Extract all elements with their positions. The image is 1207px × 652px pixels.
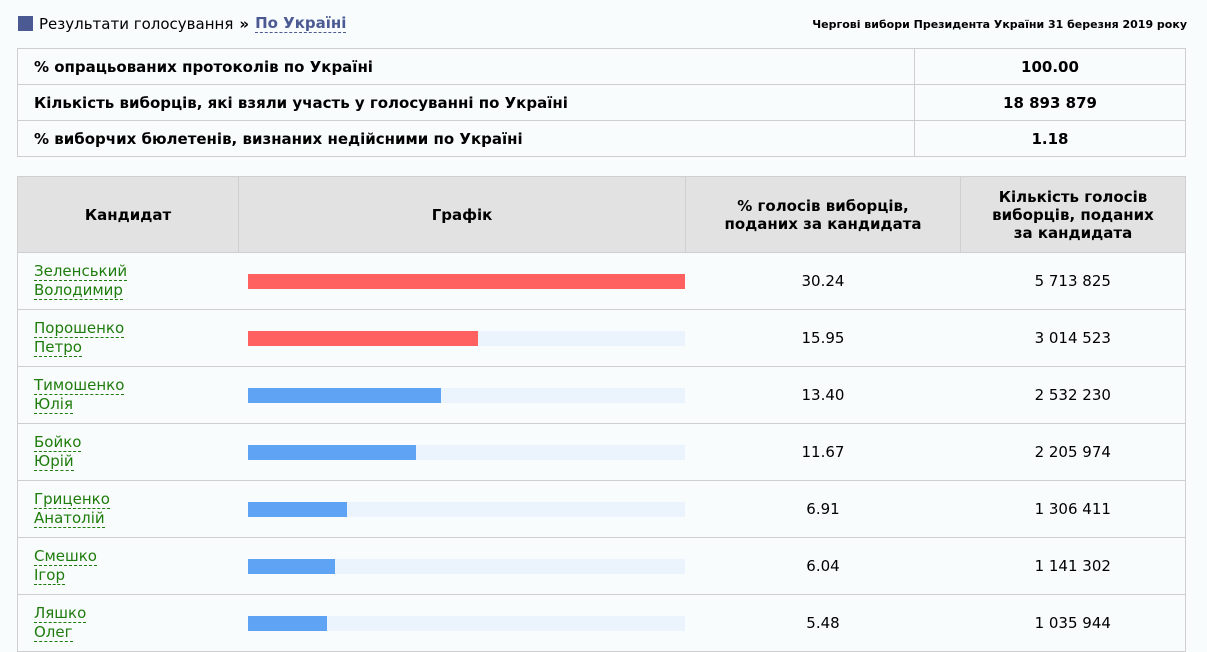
breadcrumb-root: Результати голосування — [39, 14, 234, 33]
candidate-first-name-link[interactable]: Петро — [34, 338, 82, 357]
bar-fill — [247, 558, 335, 574]
bar-fill — [247, 273, 685, 289]
summary-value: 100.00 — [914, 48, 1186, 85]
summary-label: % виборчих бюлетенів, визнаних недійсним… — [17, 120, 915, 157]
candidate-last-name-link[interactable]: Бойко — [34, 433, 82, 452]
bar-fill — [247, 330, 478, 346]
double-chevron-icon: » — [239, 14, 250, 33]
percent-cell: 30.24 — [685, 252, 961, 310]
bar-track — [247, 558, 685, 574]
candidate-cell: Гриценко Анатолій — [17, 480, 239, 538]
percent-cell: 5.48 — [685, 594, 961, 652]
summary-row: % виборчих бюлетенів, визнаних недійсним… — [17, 120, 1186, 157]
bar-track — [247, 387, 685, 403]
votes-cell: 3 014 523 — [960, 309, 1186, 367]
summary-label: Кількість виборців, які взяли участь у г… — [17, 84, 915, 121]
bar-track — [247, 273, 685, 289]
candidate-first-name-link[interactable]: Володимир — [34, 281, 123, 300]
chart-cell — [238, 252, 686, 310]
table-row: Порошенко Петро 15.95 3 014 523 — [17, 309, 1186, 367]
summary-row: Кількість виборців, які взяли участь у г… — [17, 84, 1186, 121]
bar-track — [247, 330, 685, 346]
votes-cell: 1 306 411 — [960, 480, 1186, 538]
chart-cell — [238, 309, 686, 367]
candidate-first-name-link[interactable]: Олег — [34, 623, 73, 642]
bar-track — [247, 444, 685, 460]
summary-row: % опрацьованих протоколів по Україні 100.… — [17, 48, 1186, 85]
votes-cell: 2 205 974 — [960, 423, 1186, 481]
candidate-cell: Смешко Ігор — [17, 537, 239, 595]
bar-fill — [247, 444, 417, 460]
breadcrumb-current-link[interactable]: По Україні — [255, 14, 347, 33]
chart-cell — [238, 480, 686, 538]
candidate-cell: Порошенко Петро — [17, 309, 239, 367]
votes-cell: 2 532 230 — [960, 366, 1186, 424]
votes-cell: 1 035 944 — [960, 594, 1186, 652]
results-table: Кандидат Графік % голосів виборців, пода… — [17, 176, 1186, 652]
votes-cell: 5 713 825 — [960, 252, 1186, 310]
candidate-last-name-link[interactable]: Ляшко — [34, 604, 87, 623]
election-title: Чергові вибори Президента України 31 бер… — [812, 18, 1187, 31]
header-votes: Кількість голосів виборців, поданих за к… — [960, 176, 1186, 253]
table-row: Зеленський Володимир 30.24 5 713 825 — [17, 252, 1186, 310]
percent-cell: 6.91 — [685, 480, 961, 538]
summary-value: 18 893 879 — [914, 84, 1186, 121]
candidate-first-name-link[interactable]: Ігор — [34, 566, 66, 585]
bar-fill — [247, 387, 442, 403]
bar-fill — [247, 501, 348, 517]
candidate-last-name-link[interactable]: Гриценко — [34, 490, 110, 509]
chart-cell — [238, 366, 686, 424]
bar-track — [247, 615, 685, 631]
chart-cell — [238, 594, 686, 652]
candidate-cell: Ляшко Олег — [17, 594, 239, 652]
candidate-last-name-link[interactable]: Смешко — [34, 547, 97, 566]
candidate-cell: Тимошенко Юлія — [17, 366, 239, 424]
candidate-last-name-link[interactable]: Зеленський — [34, 262, 128, 281]
table-row: Смешко Ігор 6.04 1 141 302 — [17, 537, 1186, 595]
summary-label: % опрацьованих протоколів по Україні — [17, 48, 915, 85]
candidate-cell: Зеленський Володимир — [17, 252, 239, 310]
table-row: Тимошенко Юлія 13.40 2 532 230 — [17, 366, 1186, 424]
bar-track — [247, 501, 685, 517]
table-row: Гриценко Анатолій 6.91 1 306 411 — [17, 480, 1186, 538]
candidate-last-name-link[interactable]: Порошенко — [34, 319, 125, 338]
breadcrumb: Результати голосування » По Україні — [18, 14, 347, 33]
percent-cell: 13.40 — [685, 366, 961, 424]
header-percent: % голосів виборців, поданих за кандидата — [685, 176, 961, 253]
summary-table: % опрацьованих протоколів по Україні 100.… — [17, 48, 1186, 157]
chart-cell — [238, 537, 686, 595]
percent-cell: 15.95 — [685, 309, 961, 367]
bar-fill — [247, 615, 327, 631]
summary-value: 1.18 — [914, 120, 1186, 157]
candidate-first-name-link[interactable]: Юлія — [34, 395, 73, 414]
table-row: Ляшко Олег 5.48 1 035 944 — [17, 594, 1186, 652]
candidate-first-name-link[interactable]: Анатолій — [34, 509, 105, 528]
header-chart: Графік — [238, 176, 686, 253]
table-row: Бойко Юрій 11.67 2 205 974 — [17, 423, 1186, 481]
chart-cell — [238, 423, 686, 481]
percent-cell: 11.67 — [685, 423, 961, 481]
candidate-last-name-link[interactable]: Тимошенко — [34, 376, 125, 395]
votes-cell: 1 141 302 — [960, 537, 1186, 595]
candidate-first-name-link[interactable]: Юрій — [34, 452, 74, 471]
square-icon — [18, 16, 33, 31]
percent-cell: 6.04 — [685, 537, 961, 595]
candidate-cell: Бойко Юрій — [17, 423, 239, 481]
header-candidate: Кандидат — [17, 176, 239, 253]
